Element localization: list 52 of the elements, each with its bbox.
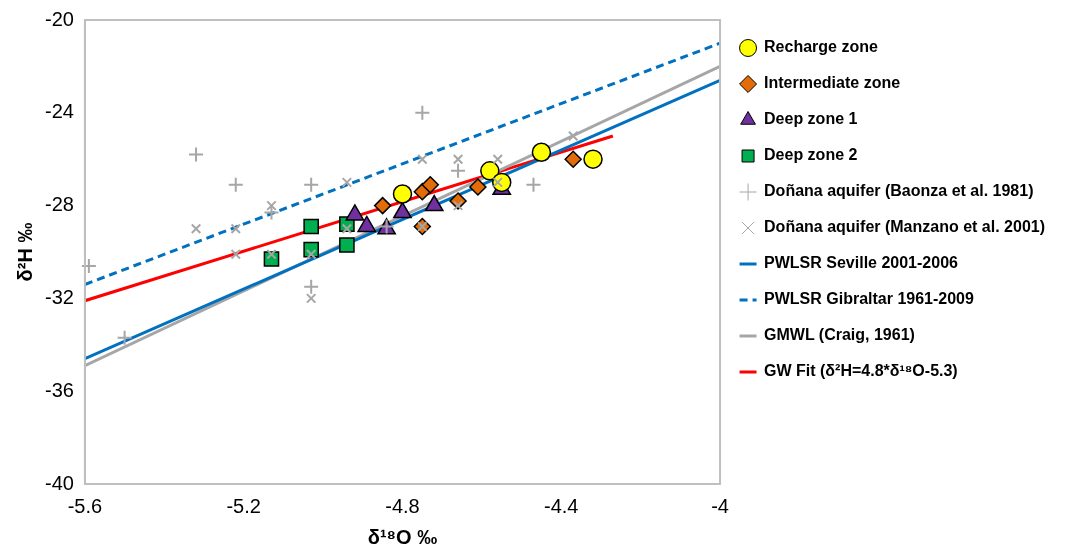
y-tick-label: -28 (45, 193, 74, 216)
point (190, 223, 202, 235)
point (531, 142, 552, 162)
legend-label: PWLSR Seville 2001-2006 (764, 254, 959, 272)
point (230, 249, 241, 260)
point (227, 176, 244, 193)
x-tick-label: -4.4 (544, 494, 579, 517)
x-axis-title: δ¹⁸O ‰ (367, 525, 438, 548)
legend-label: Doñana aquifer (Manzano et al. 2001) (764, 218, 1045, 236)
point (414, 104, 431, 121)
x-tick-label: -5.6 (67, 494, 103, 517)
x-tick-label: -4 (711, 494, 729, 517)
point (188, 146, 205, 163)
legend-label: PWLSR Gibraltar 1961-2009 (764, 290, 975, 308)
point (480, 161, 500, 181)
point (305, 293, 317, 304)
x-tick-label: -4.8 (385, 494, 420, 517)
legend-label: Deep zone 1 (764, 110, 858, 128)
y-tick-label: -20 (45, 7, 74, 30)
y-tick-label: -32 (45, 285, 74, 308)
y-tick-label: -36 (45, 378, 74, 401)
point (452, 153, 464, 165)
legend-label: Intermediate zone (764, 74, 901, 92)
point (341, 177, 353, 188)
point (417, 153, 428, 165)
point (373, 196, 392, 215)
point (583, 149, 603, 169)
legend-label: GMWL (Craig, 1961) (764, 326, 915, 344)
point (450, 162, 467, 179)
legend-label: Doñana aquifer (Baonza et al. 1981) (764, 182, 1034, 200)
x-tick-label: -5.2 (226, 494, 261, 517)
point (303, 176, 320, 193)
point (469, 178, 487, 196)
y-axis-title: δ²H ‰ (13, 222, 36, 282)
legend-label: Deep zone 2 (764, 146, 858, 164)
point (564, 150, 582, 168)
point (341, 223, 353, 235)
point (230, 223, 241, 235)
point (339, 237, 355, 253)
legend-label: GW Fit (δ²H=4.8*δ¹⁸O-5.3) (764, 362, 958, 380)
point (567, 130, 579, 142)
legend-label: Recharge zone (764, 38, 878, 56)
point (492, 153, 503, 165)
y-tick-label: -40 (45, 471, 74, 494)
point (392, 184, 413, 204)
point (421, 175, 440, 194)
y-tick-label: -24 (45, 100, 74, 123)
point (116, 329, 133, 346)
point (525, 176, 542, 193)
point (80, 257, 97, 274)
point (303, 218, 319, 235)
point (303, 278, 320, 295)
